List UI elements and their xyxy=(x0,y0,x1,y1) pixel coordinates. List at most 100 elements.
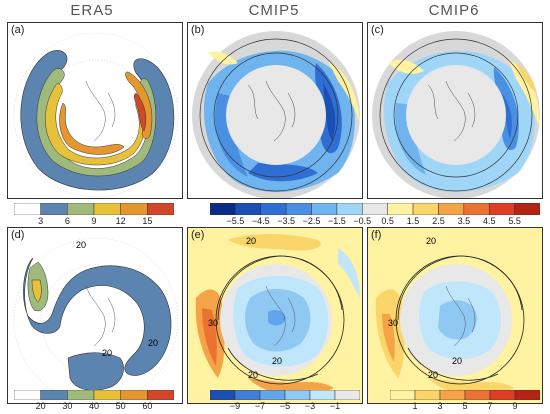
colorbar-cmip-top-swatch xyxy=(362,203,388,215)
colorbar-cmip-top-tick-label: 5.5 xyxy=(508,216,521,226)
panel-label-f: (f) xyxy=(371,229,382,241)
cmip5-bias-map-bottom: 20 30 20 20 xyxy=(188,228,362,403)
panel-label-d: (d) xyxy=(11,229,25,241)
colorbar-cmip-bottom-positive-swatch xyxy=(514,390,540,400)
colorbar-era5-bottom-swatch xyxy=(14,390,41,400)
map-panel-f: 20 30 20 20 (f) xyxy=(367,227,543,404)
colorbar-cmip-top-tick-label: −0.5 xyxy=(353,216,372,226)
contour-label-e-2: 30 xyxy=(208,318,218,328)
colorbar-era5-bottom-tick-label: 60 xyxy=(142,401,153,411)
colorbar-cmip-top-swatch xyxy=(336,203,363,215)
colorbar-cmip-bottom-negative-tick-label: −3 xyxy=(304,401,316,411)
era5-jet-map-bottom: 20 20 20 xyxy=(13,237,179,403)
colorbar-era5-bottom-tick-label: 50 xyxy=(115,401,126,411)
colorbar-cmip-top-tick-label: 3.5 xyxy=(457,216,471,226)
colorbar-cmip-bottom-positive: 1 3 5 7 9 xyxy=(390,390,540,414)
colorbar-era5-bottom-swatch xyxy=(147,390,174,400)
colorbar-era5-top-tick-label: 9 xyxy=(91,216,97,226)
column-title-cmip6: CMIP6 xyxy=(428,2,480,19)
colorbar-era5-bottom-tick-label: 40 xyxy=(88,401,100,411)
map-panel-e: 20 30 20 20 (e) xyxy=(187,227,363,404)
colorbar-cmip-bottom-positive-swatch xyxy=(390,390,416,400)
contour-label-d-2: 20 xyxy=(148,338,158,348)
colorbar-era5-top-swatch xyxy=(40,203,68,215)
colorbar-era5-bottom-swatch xyxy=(40,390,68,400)
contour-label-d-3: 20 xyxy=(102,348,112,358)
colorbar-cmip-top-tick-label: −3.5 xyxy=(277,216,296,226)
map-panel-a: (a) xyxy=(7,22,183,199)
colorbar-cmip-bottom-negative: −9 −7 −5 −3 −1 xyxy=(210,390,360,414)
colorbar-cmip-bottom-positive-tick-label: 3 xyxy=(437,401,443,411)
contour-label-e-4: 20 xyxy=(248,370,258,380)
colorbar-cmip-bottom-negative-swatches xyxy=(210,390,360,400)
cmip6-bias-map-top xyxy=(368,23,542,198)
colorbar-cmip-top-swatch xyxy=(260,203,287,215)
colorbar-cmip-bottom-negative-swatch xyxy=(309,390,336,400)
colorbar-cmip-bottom-negative-tick-label: −9 xyxy=(229,401,241,411)
colorbar-cmip-top-tick-label: −2.5 xyxy=(302,216,321,226)
colorbar-era5-bottom-swatches xyxy=(14,390,174,400)
contour-label-e-3: 20 xyxy=(272,356,282,366)
colorbar-cmip-top-tick-label: 4.5 xyxy=(482,216,496,226)
colorbar-cmip-top-tick-label: −1.5 xyxy=(328,216,346,226)
colorbar-cmip-top-swatch xyxy=(210,203,236,215)
colorbar-cmip-bottom-negative-tick-label: −7 xyxy=(254,401,266,411)
colorbar-cmip-top-swatches xyxy=(210,203,540,215)
colorbar-cmip-top-tick-label: 2.5 xyxy=(432,216,445,226)
colorbar-cmip-top-swatch xyxy=(463,203,490,215)
colorbar-cmip-bottom-negative-tick-label: −5 xyxy=(279,401,291,411)
contour-label-f-1: 20 xyxy=(426,236,436,246)
colorbar-cmip-bottom-negative-swatch xyxy=(334,390,360,400)
cmip6-bias-map-bottom: 20 30 20 20 xyxy=(368,228,542,403)
colorbar-cmip-bottom-positive-swatch xyxy=(439,390,466,400)
colorbar-cmip-top-swatch xyxy=(488,203,515,215)
colorbar-cmip-top-tick-label: 1.5 xyxy=(406,216,420,226)
contour-label-f-4: 20 xyxy=(428,370,438,380)
colorbar-era5-bottom-swatch xyxy=(120,390,148,400)
colorbar-cmip-top-swatch xyxy=(514,203,540,215)
colorbar-cmip-bottom-positive-tick-label: 9 xyxy=(512,401,518,411)
colorbar-cmip-top: −5.5 −4.5 −3.5 −2.5 −1.5 −0.5 0.5 1.5 2.5 3.5 4.5 5… xyxy=(210,203,540,229)
colorbar-cmip-bottom-positive-swatch xyxy=(489,390,516,400)
contour-label-f-3: 20 xyxy=(452,356,462,366)
panel-label-b: (b) xyxy=(191,24,205,36)
colorbar-era5-top-tick-label: 6 xyxy=(64,216,70,226)
colorbar-cmip-top-swatch xyxy=(387,203,414,215)
cmip5-bias-map-top xyxy=(188,23,362,198)
panel-label-a: (a) xyxy=(11,24,25,36)
colorbar-cmip-top-swatch xyxy=(285,203,312,215)
panel-label-c: (c) xyxy=(371,24,384,36)
contour-label-f-2: 30 xyxy=(388,318,398,328)
colorbar-era5-top-swatch xyxy=(93,203,121,215)
colorbar-cmip-top-tick-label: 0.5 xyxy=(381,216,394,226)
colorbar-cmip-bottom-positive-swatches xyxy=(390,390,540,400)
contour-label-e-1: 20 xyxy=(246,236,256,246)
colorbar-era5-bottom-swatch xyxy=(93,390,121,400)
colorbar-cmip-bottom-negative-swatch xyxy=(210,390,236,400)
column-title-cmip5: CMIP5 xyxy=(248,2,300,19)
map-panel-c: (c) xyxy=(367,22,543,199)
colorbar-cmip-top-swatch xyxy=(438,203,465,215)
colorbar-cmip-bottom-negative-swatch xyxy=(259,390,286,400)
colorbar-cmip-bottom-positive-swatch xyxy=(464,390,491,400)
colorbar-era5-bottom-tick-label: 30 xyxy=(62,401,73,411)
colorbar-era5-top-swatch xyxy=(14,203,41,215)
colorbar-cmip-bottom-positive-tick-label: 1 xyxy=(412,401,418,411)
colorbar-era5-top-tick-label: 15 xyxy=(142,216,153,226)
colorbar-era5-top-swatch xyxy=(67,203,95,215)
colorbar-cmip-bottom-positive-tick-label: 5 xyxy=(462,401,468,411)
colorbar-era5-top-tick-label: 3 xyxy=(38,216,44,226)
colorbar-cmip-bottom-positive-tick-label: 7 xyxy=(487,401,493,411)
colorbar-cmip-bottom-negative-swatch xyxy=(234,390,261,400)
colorbar-cmip-top-swatch xyxy=(235,203,262,215)
colorbar-era5-bottom-tick-label: 20 xyxy=(35,401,46,411)
map-panel-b: (b) xyxy=(187,22,363,199)
map-panel-d: 20 20 20 (d) xyxy=(7,227,183,404)
column-title-era5: ERA5 xyxy=(70,2,114,19)
colorbar-cmip-top-tick-label: −5.5 xyxy=(226,216,245,226)
colorbar-era5-bottom: 20 30 40 50 60 xyxy=(14,390,174,414)
colorbar-era5-bottom-swatch xyxy=(67,390,95,400)
colorbar-cmip-bottom-negative-swatch xyxy=(284,390,311,400)
panel-label-e: (e) xyxy=(191,229,205,241)
colorbar-cmip-top-swatch xyxy=(311,203,338,215)
